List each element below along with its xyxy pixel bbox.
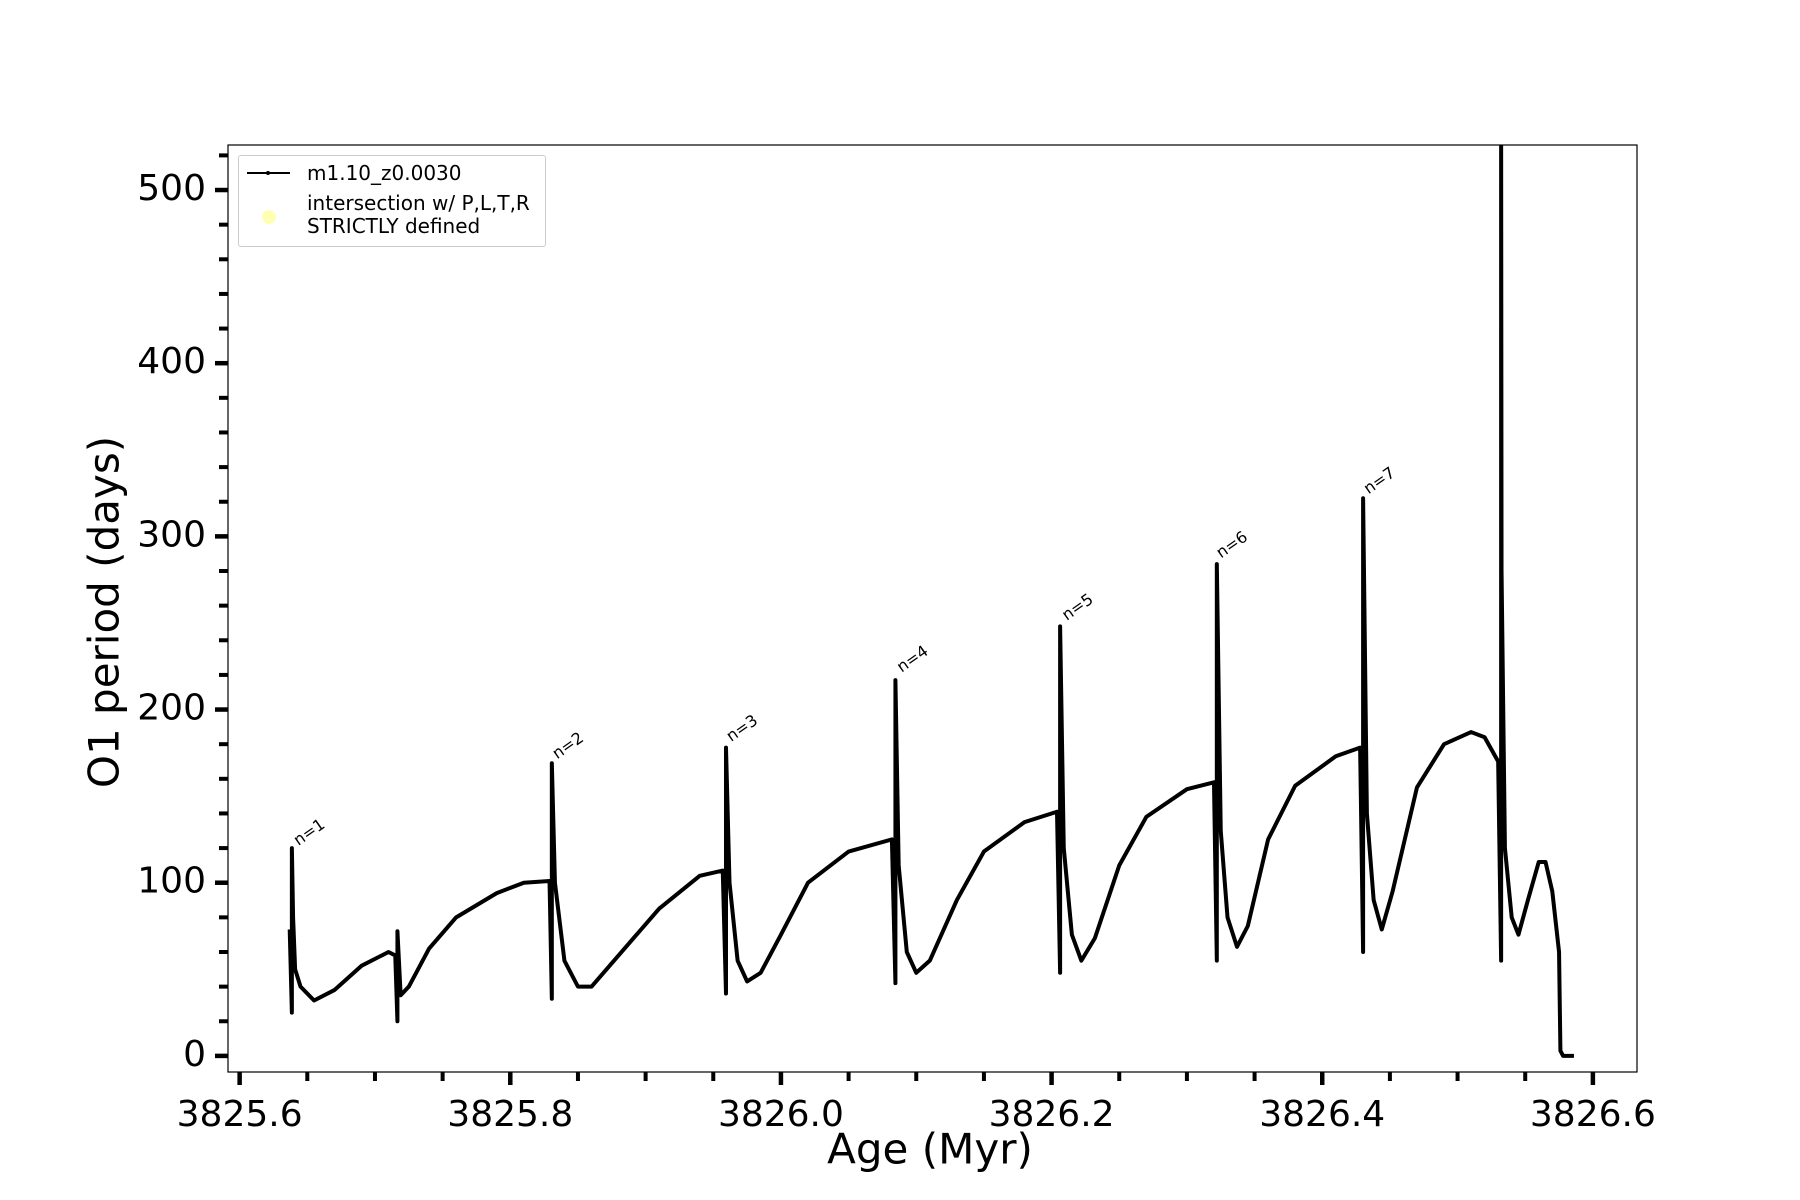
x-tick-label: 3826.2 xyxy=(989,1094,1115,1135)
y-tick-label: 400 xyxy=(137,341,206,382)
x-tick-label: 3825.6 xyxy=(177,1094,303,1135)
legend-marker xyxy=(266,171,270,175)
y-tick-label: 200 xyxy=(137,688,206,729)
plot-frame xyxy=(227,144,1638,1073)
x-axis-label: Age (Myr) xyxy=(827,1125,1033,1174)
y-axis-label: O1 period (days) xyxy=(80,436,129,788)
legend-label: intersection w/ P,L,T,R STRICTLY defined xyxy=(307,191,530,238)
y-tick-label: 100 xyxy=(137,861,206,902)
plot-area xyxy=(287,145,1574,1058)
y-tick-label: 0 xyxy=(183,1034,206,1075)
legend-keys xyxy=(247,171,290,224)
x-tick-label: 3826.6 xyxy=(1530,1094,1656,1135)
legend: m1.10_z0.0030 intersection w/ P,L,T,R STR… xyxy=(238,155,546,247)
x-tick-label: 3826.4 xyxy=(1259,1094,1385,1135)
legend-label: m1.10_z0.0030 xyxy=(307,161,462,185)
annotation: n=6 xyxy=(1212,527,1251,562)
y-tick-label: 300 xyxy=(137,514,206,555)
annotation: n=2 xyxy=(549,728,588,763)
annotation: n=5 xyxy=(1058,589,1097,624)
annotation: n=4 xyxy=(893,641,932,676)
annotation: n=3 xyxy=(723,711,762,746)
data-line xyxy=(287,145,1574,1058)
annotation: n=7 xyxy=(1360,463,1399,498)
x-tick-label: 3826.0 xyxy=(718,1094,844,1135)
y-tick-label: 500 xyxy=(137,168,206,209)
x-tick-label: 3825.8 xyxy=(447,1094,573,1135)
annotation: n=1 xyxy=(290,814,329,849)
legend-marker xyxy=(262,210,276,224)
